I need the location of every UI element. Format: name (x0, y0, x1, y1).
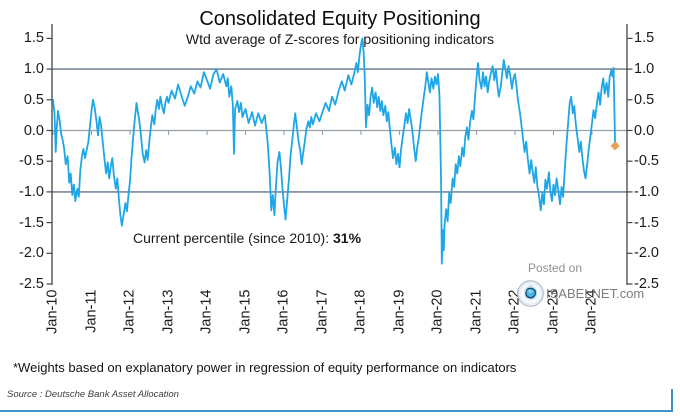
annotation-value: 31% (333, 230, 362, 246)
footnote-text: *Weights based on explanatory power in r… (13, 360, 517, 375)
isabelnet-site-text: ISABELNET.com (546, 286, 645, 301)
bottom-border-line (0, 410, 673, 412)
current-percentile-annotation: Current percentile (since 2010): 31% (133, 230, 361, 246)
latest-point-diamond-marker (610, 141, 620, 151)
annotation-label: Current percentile (since 2010): (133, 230, 333, 246)
isabelnet-globe-logo-icon (517, 280, 544, 307)
right-border-line (671, 389, 673, 412)
chart-subtitle: Wtd average of Z-scores for positioning … (185, 31, 495, 47)
source-text: Source : Deutsche Bank Asset Allocation (7, 389, 179, 400)
isabelnet-watermark: ISABELNET.com (517, 280, 644, 307)
chart-title: Consolidated Equity Positioning (199, 8, 481, 30)
posted-on-text: Posted on (527, 261, 583, 275)
equity-positioning-line-chart (46, 24, 633, 285)
positioning-series-line (52, 37, 616, 265)
